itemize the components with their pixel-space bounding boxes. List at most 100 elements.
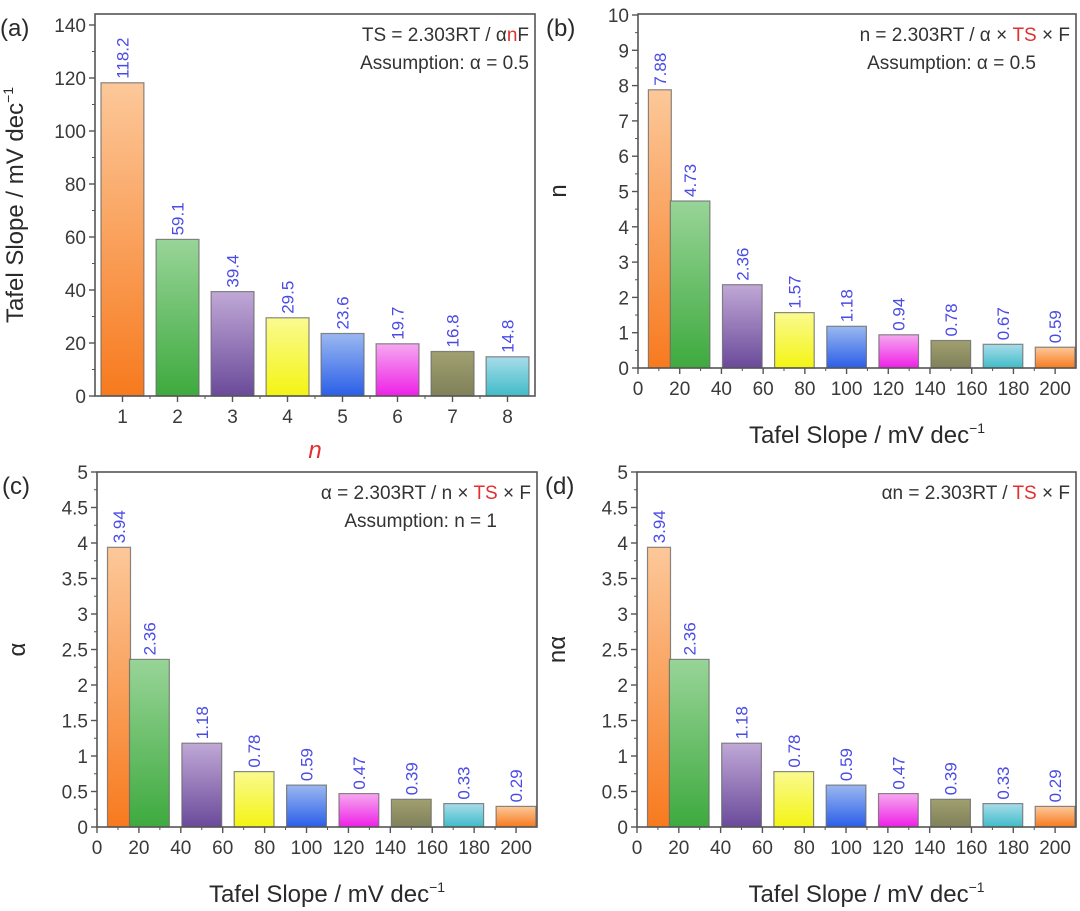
value-label: 14.8 (499, 320, 518, 353)
y-tick-label: 1.5 (602, 712, 628, 733)
value-label: 0.33 (994, 767, 1013, 800)
bar (495, 805, 537, 828)
x-tick-label: 6 (392, 407, 403, 428)
x-tick-label: 40 (711, 379, 732, 400)
bar (721, 742, 763, 828)
bar (485, 356, 530, 397)
y-tick-label: 0.5 (602, 783, 628, 804)
value-label: 19.7 (389, 307, 408, 340)
value-label: 2.36 (680, 622, 699, 655)
y-tick-label: 2 (77, 676, 88, 697)
bar (982, 343, 1024, 369)
y-tick-label: 0 (77, 818, 88, 839)
y-tick-label: 3 (77, 605, 88, 626)
bar (286, 784, 328, 828)
y-tick-label: 5 (617, 463, 628, 484)
panel-label: (d) (545, 473, 574, 500)
x-tick-label: 180 (998, 379, 1030, 400)
formula-highlight: n (507, 25, 518, 46)
value-label: 7.88 (651, 53, 670, 86)
formula-highlight: TS (1012, 25, 1036, 46)
y-tick-label: 1 (617, 747, 628, 768)
y-tick-label: 60 (65, 228, 86, 249)
panel-a: 118.2 59.1 39.4 29.5 23.6 19.7 16.8 14.8 0 20 40 60… (0, 13, 536, 464)
y-tick-label: 6 (618, 147, 629, 168)
value-label: 0.29 (507, 769, 526, 802)
value-label: 1.18 (193, 706, 212, 739)
x-tick-label: 8 (502, 407, 513, 428)
bar (233, 770, 275, 828)
formula-highlight: TS (1012, 483, 1036, 504)
value-label: 0.78 (245, 735, 264, 768)
y-tick-label: 1 (77, 747, 88, 768)
value-label: 0.59 (1046, 310, 1065, 343)
value-label: 59.1 (169, 202, 188, 235)
x-tick-label: 0 (92, 838, 103, 859)
x-axis-title: n (308, 437, 321, 464)
y-tick-label: 2 (618, 288, 629, 309)
value-label: 1.57 (785, 276, 804, 309)
y-axis-title: Tafel Slope / mV dec−1 (0, 87, 29, 323)
x-tick-label: 20 (669, 379, 690, 400)
value-label: 0.47 (889, 757, 908, 790)
bar (155, 238, 200, 397)
y-tick-label: 5 (618, 183, 629, 204)
y-tick-label: 20 (65, 334, 86, 355)
y-tick-label: 3.5 (62, 570, 88, 591)
value-label: 2.36 (733, 248, 752, 281)
bar (375, 343, 420, 397)
y-tick-label: 40 (65, 281, 86, 302)
bar (773, 312, 815, 369)
formula-annotation: TS = 2.303RT / αnF (362, 25, 529, 46)
value-label: 0.47 (350, 757, 369, 790)
x-axis-title-text: Tafel Slope / mV dec (749, 422, 969, 449)
bar (825, 784, 867, 828)
x-axis-title: Tafel Slope / mV dec−1 (209, 879, 445, 908)
value-label: 4.73 (681, 164, 700, 197)
bar (1034, 805, 1076, 828)
y-tick-label: 8 (618, 77, 629, 98)
value-label: 23.6 (334, 296, 353, 329)
bar (430, 350, 475, 397)
bar (668, 658, 710, 828)
bar (982, 802, 1024, 828)
formula-text: αn = 2.303RT / (882, 483, 1013, 504)
bar (100, 82, 145, 397)
x-tick-label: 160 (416, 838, 448, 859)
x-axis-title-sup: −1 (429, 879, 445, 895)
panel-c: 3.94 2.36 1.18 0.78 0.59 0.47 0.39 0.33 0.29 0 0.5… (2, 463, 538, 908)
x-tick-label: 140 (914, 838, 946, 859)
x-tick-label: 100 (830, 838, 862, 859)
formula-annotation: n = 2.303RT / α × TS × F (860, 25, 1070, 46)
formula-text: × F (1037, 483, 1070, 504)
formula-text: × F (498, 483, 531, 504)
assumption-annotation: Assumption: α = 0.5 (867, 53, 1036, 74)
x-axis-title: Tafel Slope / mV dec−1 (749, 420, 985, 449)
value-label: 16.8 (444, 314, 463, 347)
y-tick-label: 1.5 (62, 712, 88, 733)
x-axis-title: Tafel Slope / mV dec−1 (748, 879, 984, 908)
formula-text: F (517, 25, 529, 46)
bar (721, 284, 763, 369)
x-tick-label: 180 (997, 838, 1029, 859)
y-tick-label: 3 (617, 605, 628, 626)
x-tick-label: 120 (872, 379, 904, 400)
y-axis-title: α (4, 642, 31, 656)
y-tick-label: 9 (618, 41, 629, 62)
value-label: 0.59 (298, 748, 317, 781)
y-tick-label: 4.5 (62, 499, 88, 520)
x-axis-title-text: Tafel Slope / mV dec (209, 881, 429, 908)
y-tick-label: 4.5 (602, 499, 628, 520)
x-tick-label: 200 (1039, 838, 1071, 859)
y-tick-label: 4 (617, 534, 628, 555)
y-tick-label: 10 (608, 6, 629, 27)
panel-d: 3.94 2.36 1.18 0.78 0.59 0.47 0.39 0.33 0.29 0 0.5… (544, 463, 1077, 908)
bar (647, 89, 672, 369)
x-tick-label: 200 (500, 838, 532, 859)
panel-label: (a) (0, 15, 29, 42)
value-label: 0.59 (837, 748, 856, 781)
value-label: 1.18 (838, 289, 857, 322)
value-label: 29.5 (279, 281, 298, 314)
y-tick-label: 5 (77, 463, 88, 484)
